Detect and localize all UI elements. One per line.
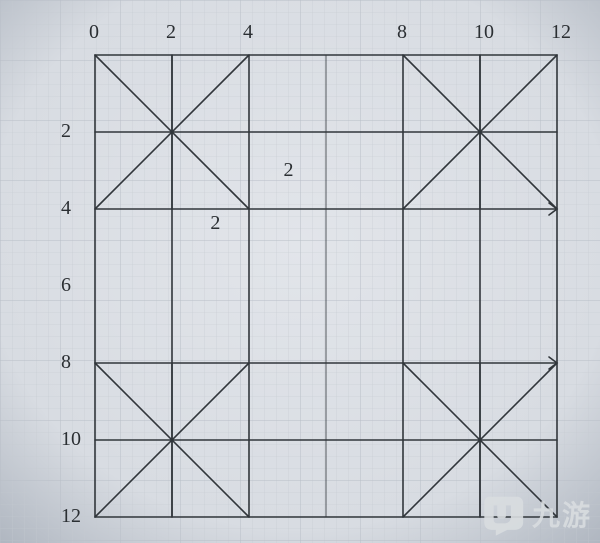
- graph-paper-background: [0, 0, 600, 543]
- x-axis-label: 10: [474, 21, 494, 44]
- x-axis-label: 12: [551, 21, 571, 44]
- y-axis-label: 8: [61, 351, 71, 374]
- y-axis-label: 12: [61, 505, 81, 528]
- x-axis-label: 8: [397, 21, 407, 44]
- x-axis-label: 2: [166, 21, 176, 44]
- y-axis-label: 2: [61, 120, 71, 143]
- x-axis-label: 0: [89, 21, 99, 44]
- y-axis-label: 4: [61, 197, 71, 220]
- x-axis-label: 4: [243, 21, 253, 44]
- y-axis-label: 10: [61, 428, 81, 451]
- y-axis-label: 6: [61, 274, 71, 297]
- annotation-label: 2: [210, 212, 220, 235]
- diagram-svg: [0, 0, 600, 543]
- annotation-label: 2: [284, 159, 294, 182]
